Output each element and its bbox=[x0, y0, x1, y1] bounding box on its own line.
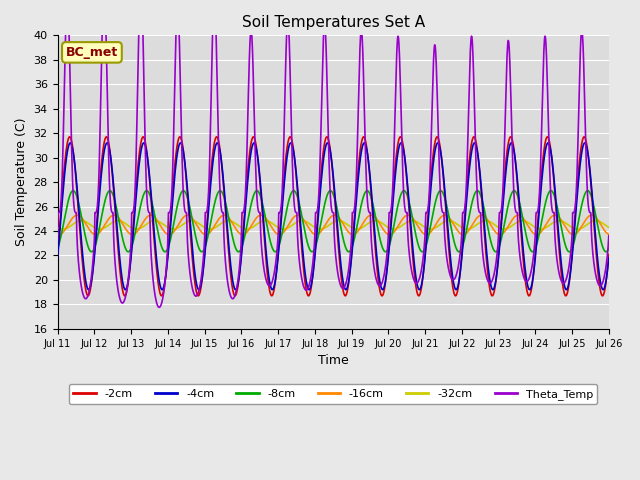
-16cm bbox=[257, 212, 265, 218]
-16cm bbox=[431, 224, 438, 229]
-2cm bbox=[282, 161, 289, 167]
-8cm bbox=[260, 208, 268, 214]
-32cm bbox=[282, 226, 289, 232]
-4cm bbox=[305, 287, 313, 293]
Line: Theta_Temp: Theta_Temp bbox=[58, 0, 609, 307]
-8cm bbox=[602, 249, 610, 255]
Line: -8cm: -8cm bbox=[58, 191, 609, 252]
Theta_Temp bbox=[85, 288, 93, 294]
Line: -2cm: -2cm bbox=[58, 137, 609, 296]
-8cm bbox=[69, 188, 77, 193]
-8cm bbox=[86, 247, 93, 252]
-16cm bbox=[172, 227, 179, 233]
-8cm bbox=[54, 246, 61, 252]
-32cm bbox=[463, 226, 471, 232]
-2cm bbox=[341, 293, 349, 299]
Line: -32cm: -32cm bbox=[58, 221, 609, 229]
Theta_Temp bbox=[605, 233, 612, 239]
-4cm bbox=[278, 202, 286, 208]
Legend: -2cm, -4cm, -8cm, -16cm, -32cm, Theta_Temp: -2cm, -4cm, -8cm, -16cm, -32cm, Theta_Te… bbox=[69, 384, 597, 404]
Theta_Temp bbox=[54, 237, 61, 243]
-16cm bbox=[276, 232, 284, 238]
Text: BC_met: BC_met bbox=[66, 46, 118, 59]
Title: Soil Temperatures Set A: Soil Temperatures Set A bbox=[241, 15, 425, 30]
-32cm bbox=[260, 218, 268, 224]
-4cm bbox=[260, 221, 268, 227]
-32cm bbox=[85, 221, 93, 227]
-4cm bbox=[85, 287, 93, 292]
Theta_Temp bbox=[282, 57, 290, 62]
X-axis label: Time: Time bbox=[318, 354, 349, 367]
-2cm bbox=[260, 229, 268, 235]
-2cm bbox=[431, 143, 438, 148]
-32cm bbox=[278, 226, 286, 232]
-32cm bbox=[605, 225, 612, 230]
-2cm bbox=[278, 193, 286, 199]
-4cm bbox=[431, 151, 438, 157]
-4cm bbox=[282, 170, 289, 176]
Theta_Temp bbox=[431, 43, 438, 49]
-32cm bbox=[482, 218, 490, 224]
-32cm bbox=[430, 226, 438, 231]
-4cm bbox=[605, 255, 612, 261]
-4cm bbox=[54, 255, 61, 261]
-16cm bbox=[54, 231, 61, 237]
Y-axis label: Soil Temperature (C): Soil Temperature (C) bbox=[15, 118, 28, 246]
-16cm bbox=[260, 214, 268, 219]
-8cm bbox=[172, 212, 179, 217]
-4cm bbox=[324, 140, 332, 146]
Line: -4cm: -4cm bbox=[58, 143, 609, 290]
-2cm bbox=[360, 134, 367, 140]
-2cm bbox=[172, 158, 179, 164]
Theta_Temp bbox=[279, 166, 287, 172]
Theta_Temp bbox=[260, 269, 268, 275]
-16cm bbox=[85, 226, 93, 232]
-2cm bbox=[605, 252, 612, 257]
-8cm bbox=[430, 205, 438, 211]
Theta_Temp bbox=[172, 36, 180, 41]
-32cm bbox=[54, 225, 61, 230]
-16cm bbox=[282, 227, 290, 232]
-16cm bbox=[605, 231, 612, 237]
-8cm bbox=[282, 213, 289, 219]
-2cm bbox=[54, 252, 61, 257]
-16cm bbox=[279, 230, 287, 236]
-32cm bbox=[172, 226, 179, 232]
-2cm bbox=[85, 291, 93, 297]
-8cm bbox=[605, 246, 612, 252]
Line: -16cm: -16cm bbox=[58, 215, 609, 235]
-4cm bbox=[172, 168, 179, 174]
Theta_Temp bbox=[156, 304, 163, 310]
-8cm bbox=[279, 227, 287, 233]
